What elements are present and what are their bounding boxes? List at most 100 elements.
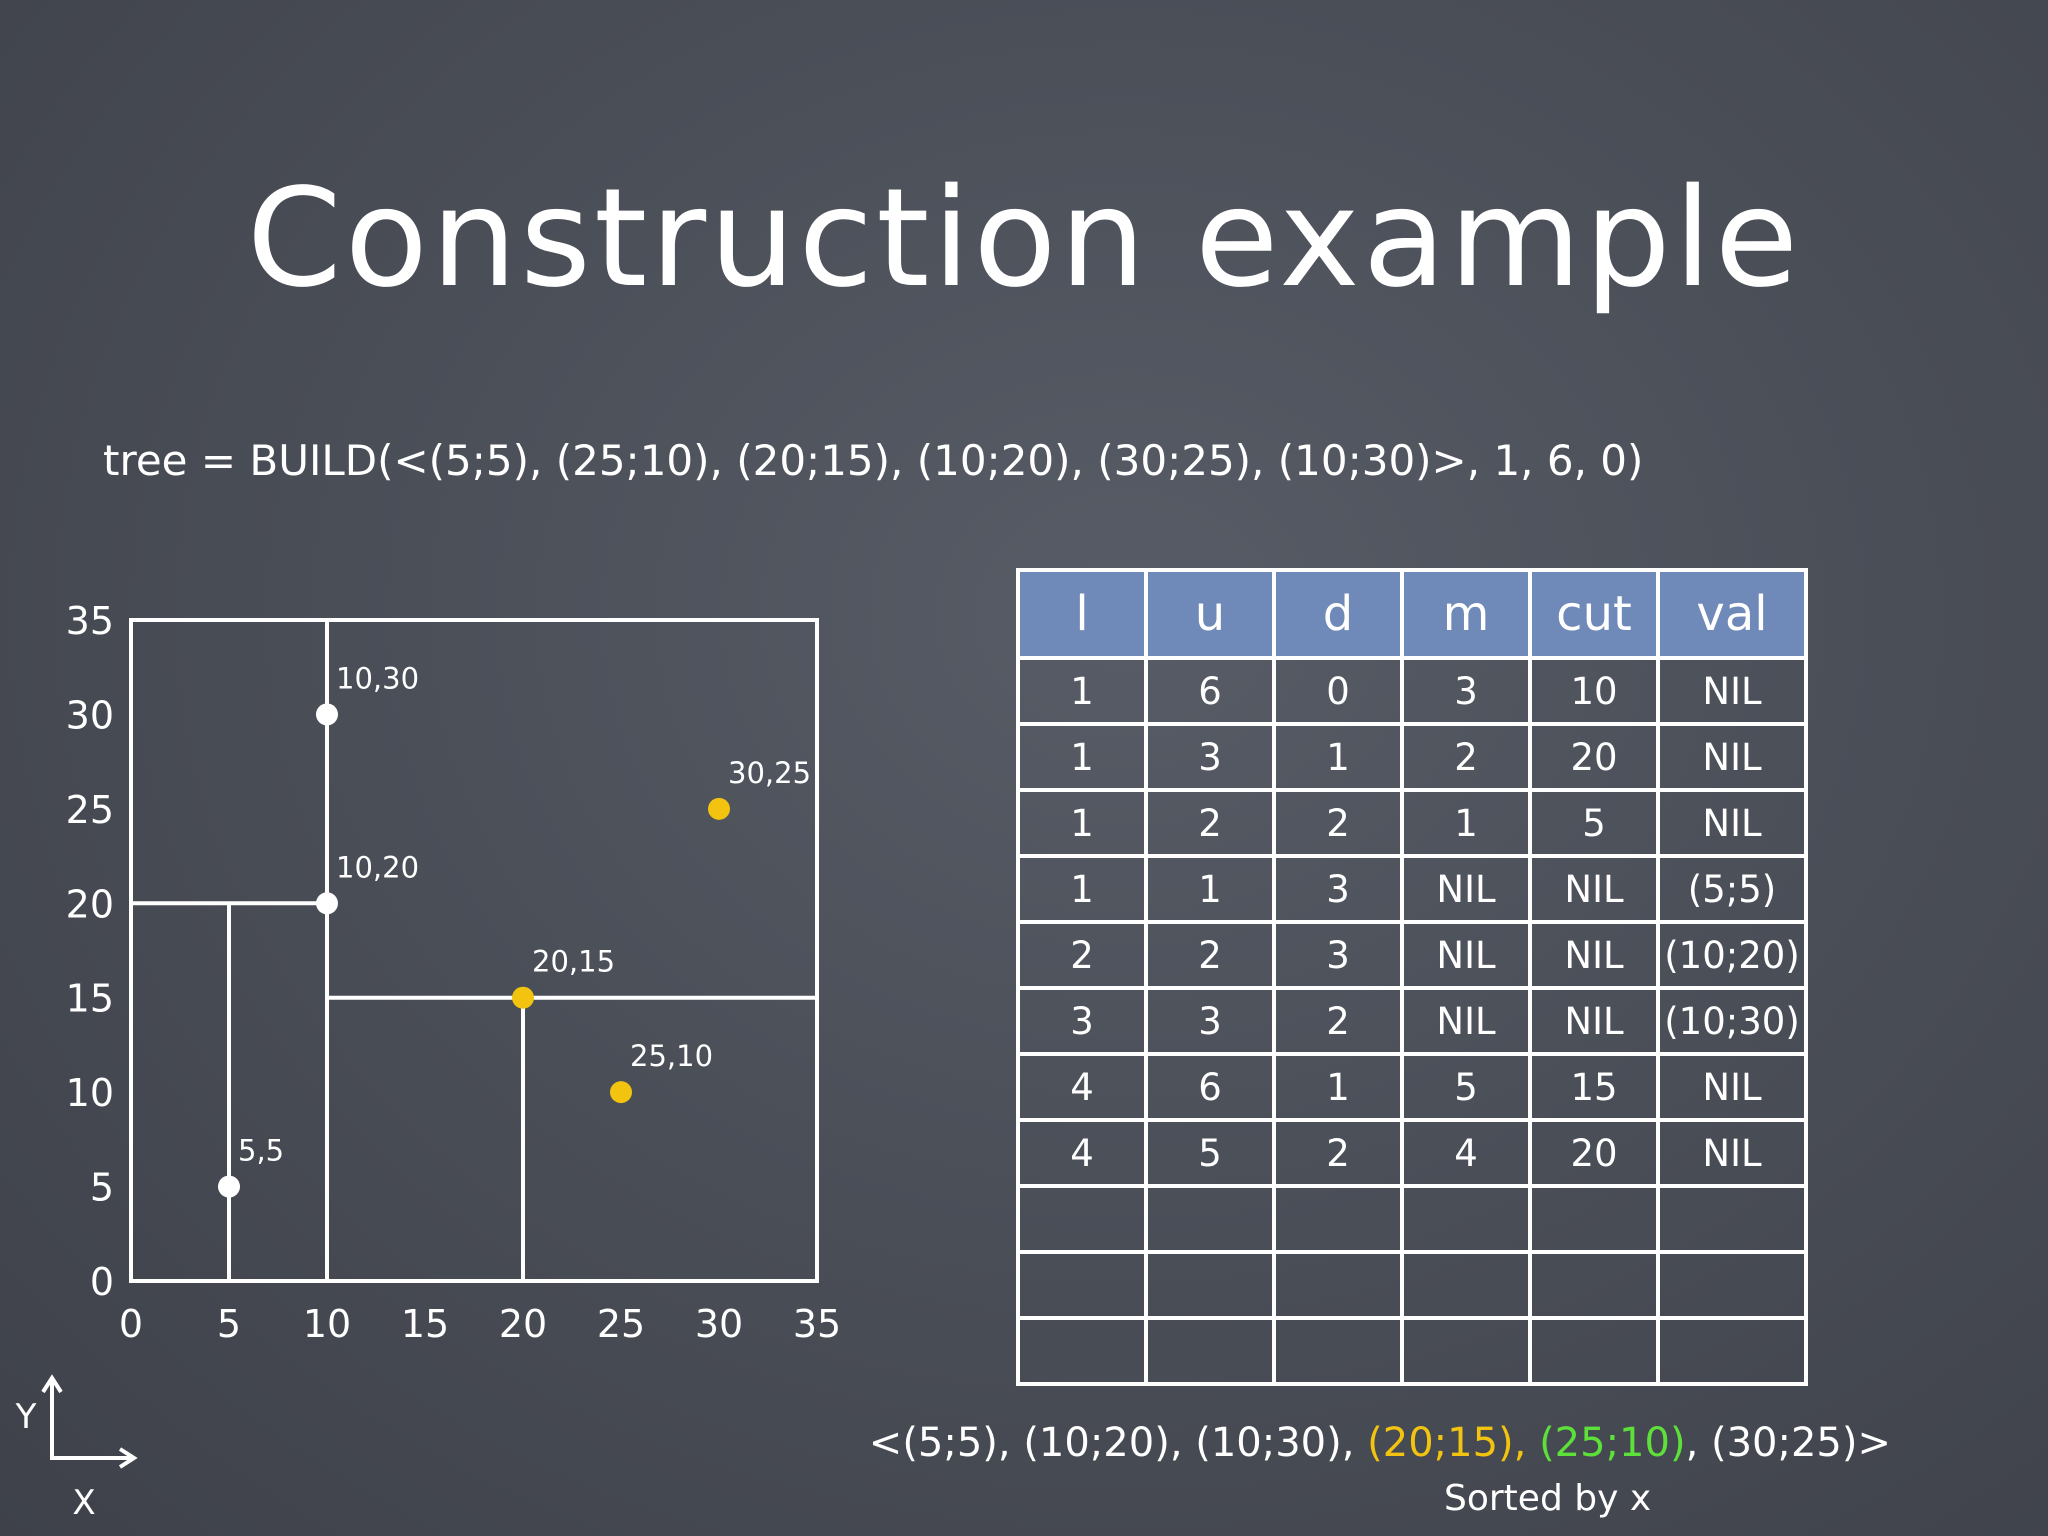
table-cell-m xyxy=(1400,1184,1532,1254)
table-cell-d: 3 xyxy=(1272,854,1404,924)
sorted-points-highlight-green: (25;10) xyxy=(1539,1420,1686,1466)
table-cell-d xyxy=(1272,1250,1404,1320)
table-row: 1 6 0 3 10 NIL xyxy=(1016,656,1808,726)
table-cell-d: 2 xyxy=(1272,986,1404,1056)
table-cell-val: (10;30) xyxy=(1656,986,1808,1056)
table-cell-d: 2 xyxy=(1272,1118,1404,1188)
table-cell-cut: 15 xyxy=(1528,1052,1660,1122)
table-cell-val xyxy=(1656,1250,1808,1320)
table-row: 2 2 3 NIL NIL (10;20) xyxy=(1016,920,1808,990)
table-cell-l: 1 xyxy=(1016,656,1148,726)
column-header-d: d xyxy=(1272,568,1404,660)
data-point xyxy=(610,1081,632,1104)
table-cell-l: 4 xyxy=(1016,1052,1148,1122)
sorted-points-highlight-yellow: (20;15), xyxy=(1367,1420,1540,1466)
point-label: 20,15 xyxy=(532,945,615,979)
table-cell-val: NIL xyxy=(1656,722,1808,792)
x-tick-label: 30 xyxy=(695,1302,743,1346)
y-tick-label: 25 xyxy=(66,788,114,832)
column-header-cut: cut xyxy=(1528,568,1660,660)
table-cell-u: 1 xyxy=(1144,854,1276,924)
table-cell-val: NIL xyxy=(1656,788,1808,858)
table-cell-u: 6 xyxy=(1144,656,1276,726)
table-cell-d xyxy=(1272,1184,1404,1254)
sorted-points-list: <(5;5), (10;20), (10;30), (20;15), (25;1… xyxy=(869,1420,1891,1466)
table-cell-cut: 20 xyxy=(1528,722,1660,792)
table-cell-u: 2 xyxy=(1144,788,1276,858)
table-cell-d: 0 xyxy=(1272,656,1404,726)
table-cell-m: 4 xyxy=(1400,1118,1532,1188)
column-header-l: l xyxy=(1016,568,1148,660)
plot-frame xyxy=(129,618,819,1283)
slide-title: Construction example xyxy=(246,160,1802,318)
table-cell-d: 3 xyxy=(1272,920,1404,990)
table-cell-m: NIL xyxy=(1400,854,1532,924)
table-cell-cut xyxy=(1528,1250,1660,1320)
table-cell-val: (10;20) xyxy=(1656,920,1808,990)
table-row: 1 2 2 1 5 NIL xyxy=(1016,788,1808,858)
table-cell-u xyxy=(1144,1250,1276,1320)
table-cell-d xyxy=(1272,1316,1404,1386)
table-cell-l xyxy=(1016,1184,1148,1254)
sorted-caption: Sorted by x xyxy=(1444,1478,1652,1519)
table-cell-val: NIL xyxy=(1656,656,1808,726)
x-tick-label: 35 xyxy=(793,1302,841,1346)
data-point xyxy=(708,797,730,820)
table-cell-cut: NIL xyxy=(1528,986,1660,1056)
table-header-row: l u d m cut val xyxy=(1016,568,1808,660)
kd-tree-plot: 0 5 10 15 20 25 30 35 0 5 10 15 20 25 30 35 5,5 10,20 10,3… xyxy=(66,599,842,1346)
data-point xyxy=(316,892,338,915)
table-cell-m xyxy=(1400,1316,1532,1386)
table-cell-d: 2 xyxy=(1272,788,1404,858)
table-cell-m: NIL xyxy=(1400,920,1532,990)
table-cell-val: NIL xyxy=(1656,1118,1808,1188)
point-label: 10,20 xyxy=(336,850,419,884)
table-row: 1 3 1 2 20 NIL xyxy=(1016,722,1808,792)
x-tick-label: 10 xyxy=(303,1302,351,1346)
table-cell-cut xyxy=(1528,1184,1660,1254)
table-cell-val xyxy=(1656,1184,1808,1254)
table-cell-l: 1 xyxy=(1016,854,1148,924)
table-body: 1 6 0 3 10 NIL 1 3 1 2 20 NIL 1 2 2 1 5 NIL 1 1 3 NIL NIL (5;5)… xyxy=(1016,656,1808,1386)
table-cell-m: NIL xyxy=(1400,986,1532,1056)
construction-table: l u d m cut val 1 6 0 3 10 NIL 1 3 1 2 20 NIL 1 2 2 1 5 NIL 1 1 3… xyxy=(1016,568,1808,1386)
x-axis-letter: X xyxy=(72,1483,95,1523)
table-cell-u xyxy=(1144,1316,1276,1386)
table-cell-val: NIL xyxy=(1656,1052,1808,1122)
x-tick-label: 5 xyxy=(217,1302,241,1346)
point-label: 25,10 xyxy=(630,1039,713,1073)
x-arrow-head xyxy=(118,1447,138,1469)
x-tick-label: 15 xyxy=(401,1302,449,1346)
table-cell-val xyxy=(1656,1316,1808,1386)
table-cell-m: 1 xyxy=(1400,788,1532,858)
data-point xyxy=(512,986,534,1009)
table-cell-cut: NIL xyxy=(1528,920,1660,990)
point-label: 10,30 xyxy=(336,661,419,695)
column-header-val: val xyxy=(1656,568,1808,660)
table-cell-l xyxy=(1016,1250,1148,1320)
x-tick-label: 20 xyxy=(499,1302,547,1346)
table-row xyxy=(1016,1184,1808,1254)
table-cell-m: 5 xyxy=(1400,1052,1532,1122)
table-row: 1 1 3 NIL NIL (5;5) xyxy=(1016,854,1808,924)
y-tick-label: 0 xyxy=(90,1260,114,1304)
axes-orientation-icon: Y X xyxy=(15,1374,138,1523)
y-axis-letter: Y xyxy=(15,1397,37,1437)
y-tick-label: 5 xyxy=(90,1166,114,1210)
point-label: 5,5 xyxy=(238,1134,284,1168)
column-header-u: u xyxy=(1144,568,1276,660)
x-tick-label: 0 xyxy=(119,1302,143,1346)
y-tick-label: 15 xyxy=(66,977,114,1021)
build-call-code: tree = BUILD(<(5;5), (25;10), (20;15), (… xyxy=(103,436,1644,485)
table-cell-l: 2 xyxy=(1016,920,1148,990)
table-cell-cut: NIL xyxy=(1528,854,1660,924)
table-row: 4 6 1 5 15 NIL xyxy=(1016,1052,1808,1122)
y-tick-label: 30 xyxy=(66,693,114,737)
table-cell-m xyxy=(1400,1250,1532,1320)
table-cell-val: (5;5) xyxy=(1656,854,1808,924)
table-row xyxy=(1016,1316,1808,1386)
table-row: 4 5 2 4 20 NIL xyxy=(1016,1118,1808,1188)
table-cell-cut: 20 xyxy=(1528,1118,1660,1188)
column-header-m: m xyxy=(1400,568,1532,660)
table-cell-m: 3 xyxy=(1400,656,1532,726)
